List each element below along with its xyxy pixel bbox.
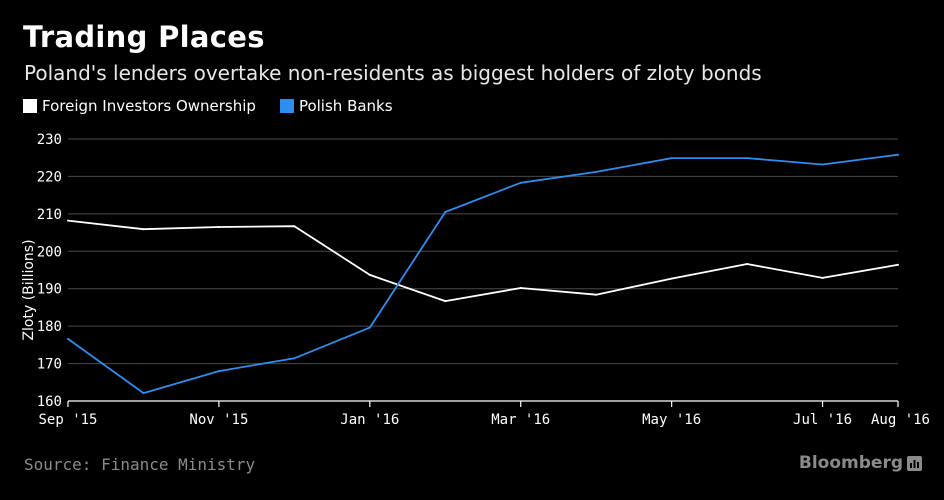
data-point-1-7	[595, 170, 598, 173]
axis-labels: 160 170 180 190 200 210 220 230 Sep '15 Nov '15 Ja…	[21, 132, 930, 428]
data-point-0-5	[444, 300, 447, 303]
data-point-1-6	[519, 181, 522, 184]
source-note: Source: Finance Ministry	[24, 455, 256, 474]
series-line-0	[67, 219, 899, 303]
data-point-1-11	[897, 153, 899, 156]
x-tick-label-3: Mar '16	[491, 412, 550, 428]
data-point-1-10	[821, 163, 824, 166]
y-tick-label-230: 230	[37, 132, 62, 148]
gridlines	[68, 138, 898, 365]
data-point-1-5	[444, 210, 447, 213]
x-tick-label-5: Jul '16	[793, 412, 852, 428]
data-point-0-4	[368, 273, 371, 276]
data-point-0-3	[293, 225, 296, 228]
y-tick-label-160: 160	[37, 394, 62, 410]
data-point-1-9	[746, 157, 749, 160]
brand-logo: Bloomberg	[799, 453, 922, 473]
y-tick-label-220: 220	[37, 169, 62, 185]
data-point-1-0	[67, 337, 69, 340]
data-point-1-3	[293, 357, 296, 360]
legend-item-polish-banks: Polish Banks	[279, 97, 393, 115]
y-tick-label-200: 200	[37, 244, 62, 260]
x-tick-label-2: Jan '16	[340, 412, 399, 428]
data-point-0-1	[142, 228, 145, 231]
x-tick-label-0: Sep '15	[38, 412, 97, 428]
y-tick-label-170: 170	[37, 357, 62, 373]
y-tick-label-190: 190	[37, 282, 62, 298]
legend-swatch-polish-banks	[279, 99, 294, 113]
y-tick-label-180: 180	[37, 319, 62, 335]
legend-swatch-foreign-investors	[23, 99, 37, 113]
y-tick-label-210: 210	[37, 207, 62, 223]
data-point-1-8	[670, 157, 673, 160]
data-point-0-0	[67, 219, 69, 222]
legend-item-foreign-investors: Foreign Investors Ownership	[23, 97, 256, 115]
bloomberg-logo-icon	[907, 455, 922, 471]
x-axis	[67, 400, 899, 407]
chart-title: Trading Places	[23, 20, 265, 54]
series-lines	[67, 153, 899, 395]
data-point-0-11	[897, 263, 899, 266]
x-tick-label-6: Aug '16	[871, 412, 930, 428]
series-line-1	[67, 153, 899, 395]
chart-subtitle: Poland's lenders overtake non-residents …	[24, 61, 762, 85]
x-tick-label-4: May '16	[642, 412, 701, 428]
data-point-0-6	[519, 286, 522, 289]
data-point-1-1	[142, 392, 145, 395]
y-axis-label: Zloty (Billions)	[21, 239, 37, 340]
data-point-1-4	[368, 326, 371, 329]
data-point-0-9	[746, 263, 749, 266]
chart-legend: Foreign Investors Ownership Polish Banks	[23, 96, 417, 116]
data-point-1-2	[217, 370, 220, 373]
data-point-0-8	[670, 277, 673, 280]
data-point-0-10	[821, 276, 824, 279]
legend-label-foreign-investors: Foreign Investors Ownership	[42, 97, 256, 115]
legend-label-polish-banks: Polish Banks	[298, 97, 393, 115]
data-point-0-2	[217, 225, 220, 228]
data-point-0-7	[595, 293, 598, 296]
brand-name: Bloomberg	[798, 453, 903, 473]
x-tick-label-1: Nov '15	[189, 412, 248, 428]
